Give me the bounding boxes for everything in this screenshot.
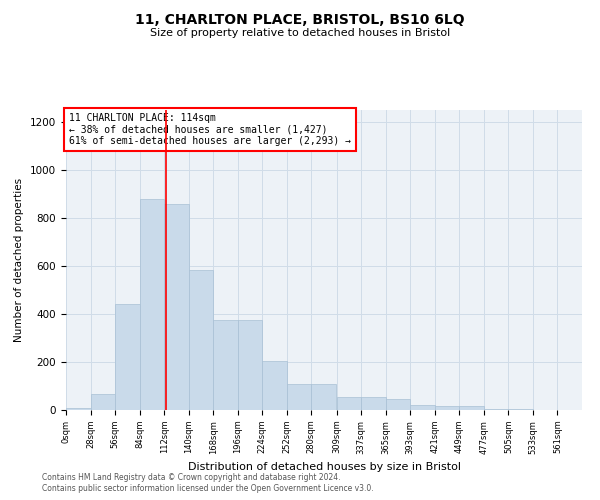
Bar — [140, 199, 164, 410]
Bar — [164, 204, 188, 410]
Text: Size of property relative to detached houses in Bristol: Size of property relative to detached ho… — [150, 28, 450, 38]
Text: 11 CHARLTON PLACE: 114sqm
← 38% of detached houses are smaller (1,427)
61% of se: 11 CHARLTON PLACE: 114sqm ← 38% of detac… — [69, 113, 351, 146]
Bar — [337, 397, 361, 410]
Bar — [435, 406, 460, 410]
Bar — [386, 399, 410, 410]
Bar — [508, 409, 533, 410]
Y-axis label: Number of detached properties: Number of detached properties — [14, 178, 25, 342]
Bar — [262, 361, 287, 410]
Bar — [188, 270, 213, 410]
Bar — [213, 320, 238, 410]
Bar — [311, 384, 336, 410]
Bar — [238, 320, 262, 410]
Bar — [410, 405, 435, 410]
Bar — [361, 397, 386, 410]
Bar — [287, 384, 311, 410]
Text: 11, CHARLTON PLACE, BRISTOL, BS10 6LQ: 11, CHARLTON PLACE, BRISTOL, BS10 6LQ — [135, 12, 465, 26]
Text: Contains public sector information licensed under the Open Government Licence v3: Contains public sector information licen… — [42, 484, 374, 493]
Bar — [91, 394, 115, 410]
X-axis label: Distribution of detached houses by size in Bristol: Distribution of detached houses by size … — [187, 462, 461, 472]
Bar — [484, 409, 508, 410]
Bar — [460, 406, 484, 410]
Text: Contains HM Land Registry data © Crown copyright and database right 2024.: Contains HM Land Registry data © Crown c… — [42, 472, 341, 482]
Bar — [115, 304, 140, 410]
Bar — [66, 408, 91, 410]
